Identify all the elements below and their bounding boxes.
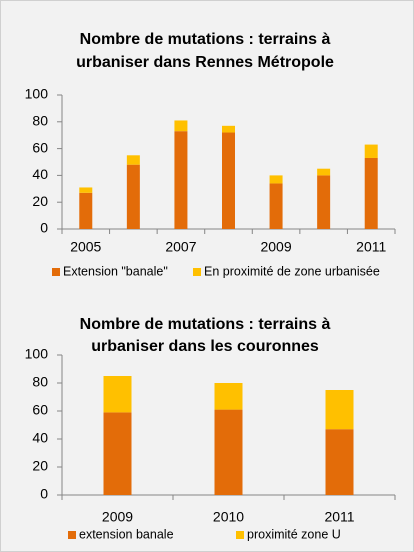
chart-title: urbaniser dans les couronnes (91, 338, 319, 355)
y-tick-label: 60 (32, 139, 48, 155)
y-tick-label: 20 (32, 193, 48, 209)
y-tick-label: 20 (32, 458, 48, 474)
bar-segment (222, 132, 235, 229)
x-tick-label: 2009 (102, 509, 133, 525)
bar-segment (269, 183, 283, 229)
bar-segment (317, 175, 331, 229)
bar-segment (126, 155, 140, 165)
chart-title: Nombre de mutations : terrains à (80, 31, 331, 48)
bar-segment (222, 125, 235, 133)
legend-label: extension banale (79, 527, 174, 541)
bar-segment (317, 168, 331, 176)
bar-segment (269, 175, 283, 184)
bar-segment (174, 120, 188, 132)
y-tick-label: 100 (25, 86, 49, 102)
legend-swatch (236, 531, 244, 539)
bar-segment (103, 412, 132, 495)
x-tick-label: 2009 (260, 239, 291, 255)
y-tick-label: 60 (32, 402, 48, 418)
y-tick-label: 80 (32, 374, 48, 390)
legend-label: En proximité de zone urbanisée (204, 264, 380, 278)
bar-segment (325, 429, 354, 495)
bar-segment (214, 409, 243, 495)
y-tick-label: 0 (40, 220, 48, 236)
x-tick-label: 2011 (356, 239, 386, 255)
x-tick-label: 2007 (165, 239, 196, 255)
legend-label: proximité zone U (247, 527, 341, 541)
bar-segment (103, 376, 132, 413)
y-tick-label: 0 (40, 486, 48, 502)
legend-swatch (68, 531, 76, 539)
chart-title: urbaniser dans Rennes Métropole (76, 54, 334, 71)
bar-segment (214, 383, 243, 410)
y-tick-label: 100 (25, 346, 49, 362)
bar-segment (364, 144, 378, 158)
bar-segment (79, 187, 93, 193)
x-tick-label: 2010 (213, 509, 244, 525)
bar-segment (325, 390, 354, 430)
chart-title: Nombre de mutations : terrains à (80, 316, 331, 333)
legend-swatch (52, 268, 60, 276)
y-tick-label: 40 (32, 430, 48, 446)
bar-segment (174, 131, 188, 229)
y-tick-label: 40 (32, 166, 48, 182)
x-tick-label: 2011 (324, 509, 354, 525)
bar-segment (364, 157, 378, 229)
bar-segment (126, 164, 140, 229)
y-tick-label: 80 (32, 113, 48, 129)
legend-label: Extension "banale" (63, 264, 168, 278)
x-tick-label: 2005 (70, 239, 101, 255)
legend-swatch (193, 268, 201, 276)
bar-segment (79, 192, 93, 229)
